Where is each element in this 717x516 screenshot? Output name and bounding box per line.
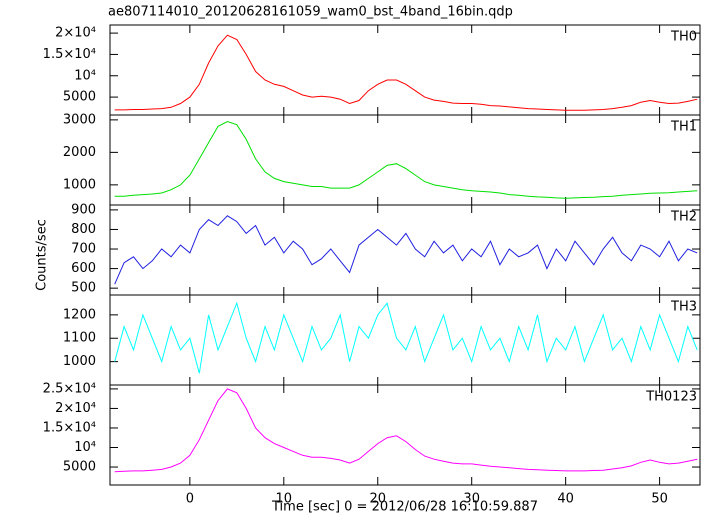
series-line <box>114 301 698 374</box>
panel-label: TH0 <box>670 30 697 45</box>
panel-label: TH0123 <box>645 390 697 405</box>
y-tick-label: 1000 <box>63 177 96 192</box>
panel-label: TH2 <box>670 210 697 225</box>
y-tick-label: 1.5×10⁴ <box>43 420 96 435</box>
y-tick-label: 3000 <box>63 112 96 127</box>
y-tick-label: 800 <box>71 222 96 237</box>
y-axis-label: Counts/sec <box>35 219 50 291</box>
x-tick-label: 20 <box>369 492 386 507</box>
x-tick-label: 30 <box>463 492 480 507</box>
y-tick-label: 500 <box>71 281 96 296</box>
series-line <box>114 215 698 285</box>
y-tick-label: 900 <box>71 202 96 217</box>
y-tick-label: 1100 <box>63 331 96 346</box>
x-tick-label: 40 <box>557 492 574 507</box>
panel-label: TH3 <box>670 300 697 315</box>
x-tick-label: 50 <box>651 492 668 507</box>
panel-frame <box>109 204 701 296</box>
x-tick-label: 10 <box>276 492 293 507</box>
panel-label: TH1 <box>670 120 697 135</box>
x-tick-label: 0 <box>186 492 194 507</box>
series-line <box>114 34 698 111</box>
y-tick-label: 600 <box>71 261 96 276</box>
y-tick-label: 700 <box>71 242 96 257</box>
series-line <box>114 120 698 199</box>
y-tick-label: 1.5×10⁴ <box>43 47 96 62</box>
y-tick-label: 2×10⁴ <box>55 401 96 416</box>
y-tick-label: 1000 <box>63 354 96 369</box>
y-tick-label: 1200 <box>63 307 96 322</box>
series-line <box>114 388 698 473</box>
y-tick-label: 2×10⁴ <box>55 26 96 41</box>
y-tick-label: 2.5×10⁴ <box>43 381 96 396</box>
x-axis-label: Time [sec] 0 = 2012/06/28 16:10:59.887 <box>271 500 538 515</box>
panel-frame <box>109 24 701 116</box>
y-tick-label: 10⁴ <box>74 440 96 455</box>
chart-title: ae807114010_20120628161059_wam0_bst_4ban… <box>108 5 513 20</box>
y-tick-label: 2000 <box>63 145 96 160</box>
y-tick-label: 5000 <box>63 90 96 105</box>
panel-frame <box>109 384 701 486</box>
y-tick-label: 10⁴ <box>74 68 96 83</box>
y-tick-label: 5000 <box>63 460 96 475</box>
